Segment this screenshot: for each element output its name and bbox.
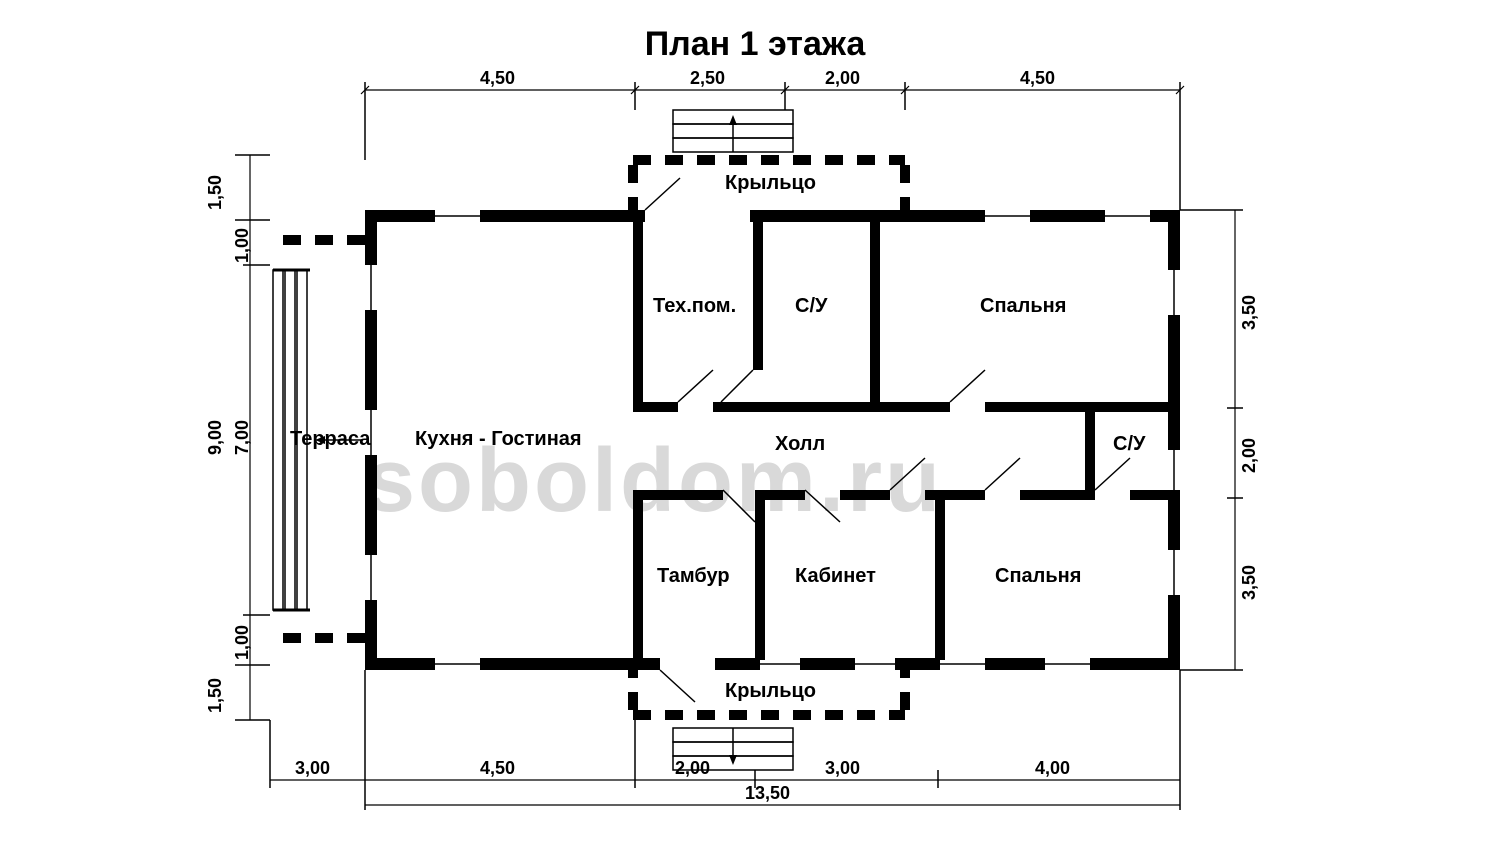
dim-left-e: 1,50: [205, 678, 226, 713]
page-title: План 1 этажа: [0, 25, 1510, 64]
floor-plan: soboldom.ru: [235, 70, 1275, 810]
dim-left-total: 9,00: [205, 420, 226, 455]
dim-left-a: 1,50: [205, 175, 226, 210]
plan-svg: [235, 70, 1275, 810]
